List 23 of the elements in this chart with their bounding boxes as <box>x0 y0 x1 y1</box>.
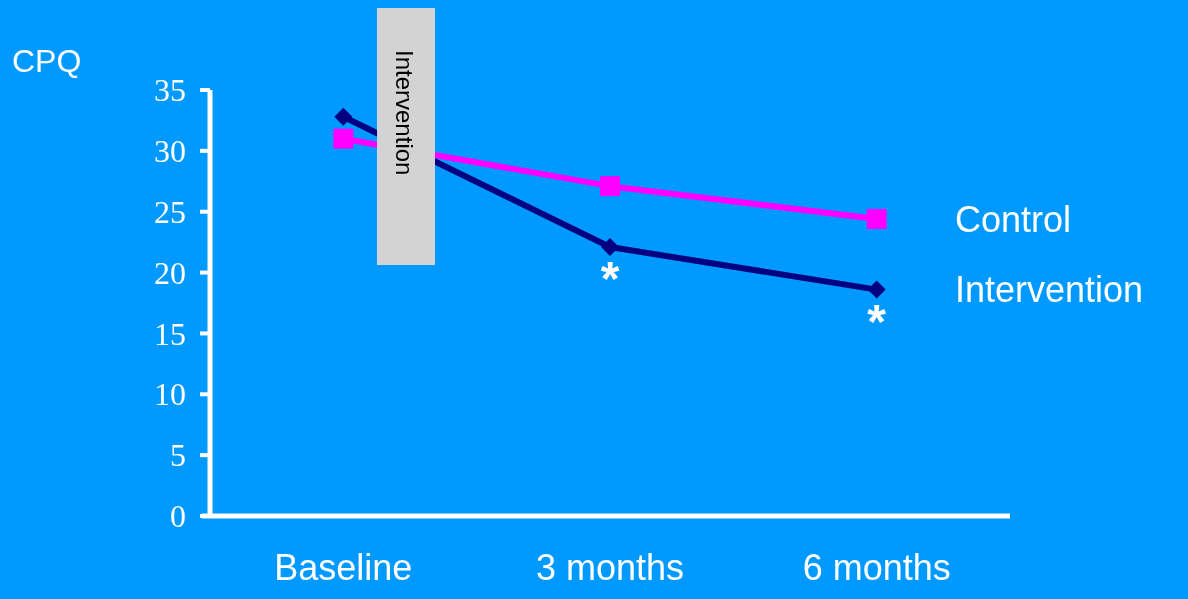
y-tick-label: 35 <box>154 72 186 109</box>
text: Intervention <box>391 50 418 176</box>
y-tick-label: 5 <box>170 437 186 474</box>
x-tick-label: 3 months <box>535 547 685 588</box>
x-tick-label: Baseline <box>274 547 413 588</box>
y-tick-label: 10 <box>154 376 186 413</box>
point <box>333 128 354 149</box>
y-tick-label: 25 <box>154 193 186 230</box>
y-tick-label: 0 <box>170 498 186 535</box>
series-label: Control <box>955 198 1072 240</box>
point <box>866 209 887 230</box>
y-axis-title: CPQ <box>12 43 82 79</box>
point <box>601 238 619 257</box>
point <box>334 107 353 126</box>
point <box>867 280 886 299</box>
annotation: * <box>867 294 887 348</box>
annotation: * <box>600 252 620 306</box>
y-tick-label: 20 <box>154 254 186 291</box>
annotation: Intervention <box>955 269 1144 311</box>
point <box>600 176 620 197</box>
y-tick-label: 30 <box>154 133 186 170</box>
y-tick-label: 15 <box>154 315 186 352</box>
x-tick-label: 6 months <box>802 547 951 588</box>
